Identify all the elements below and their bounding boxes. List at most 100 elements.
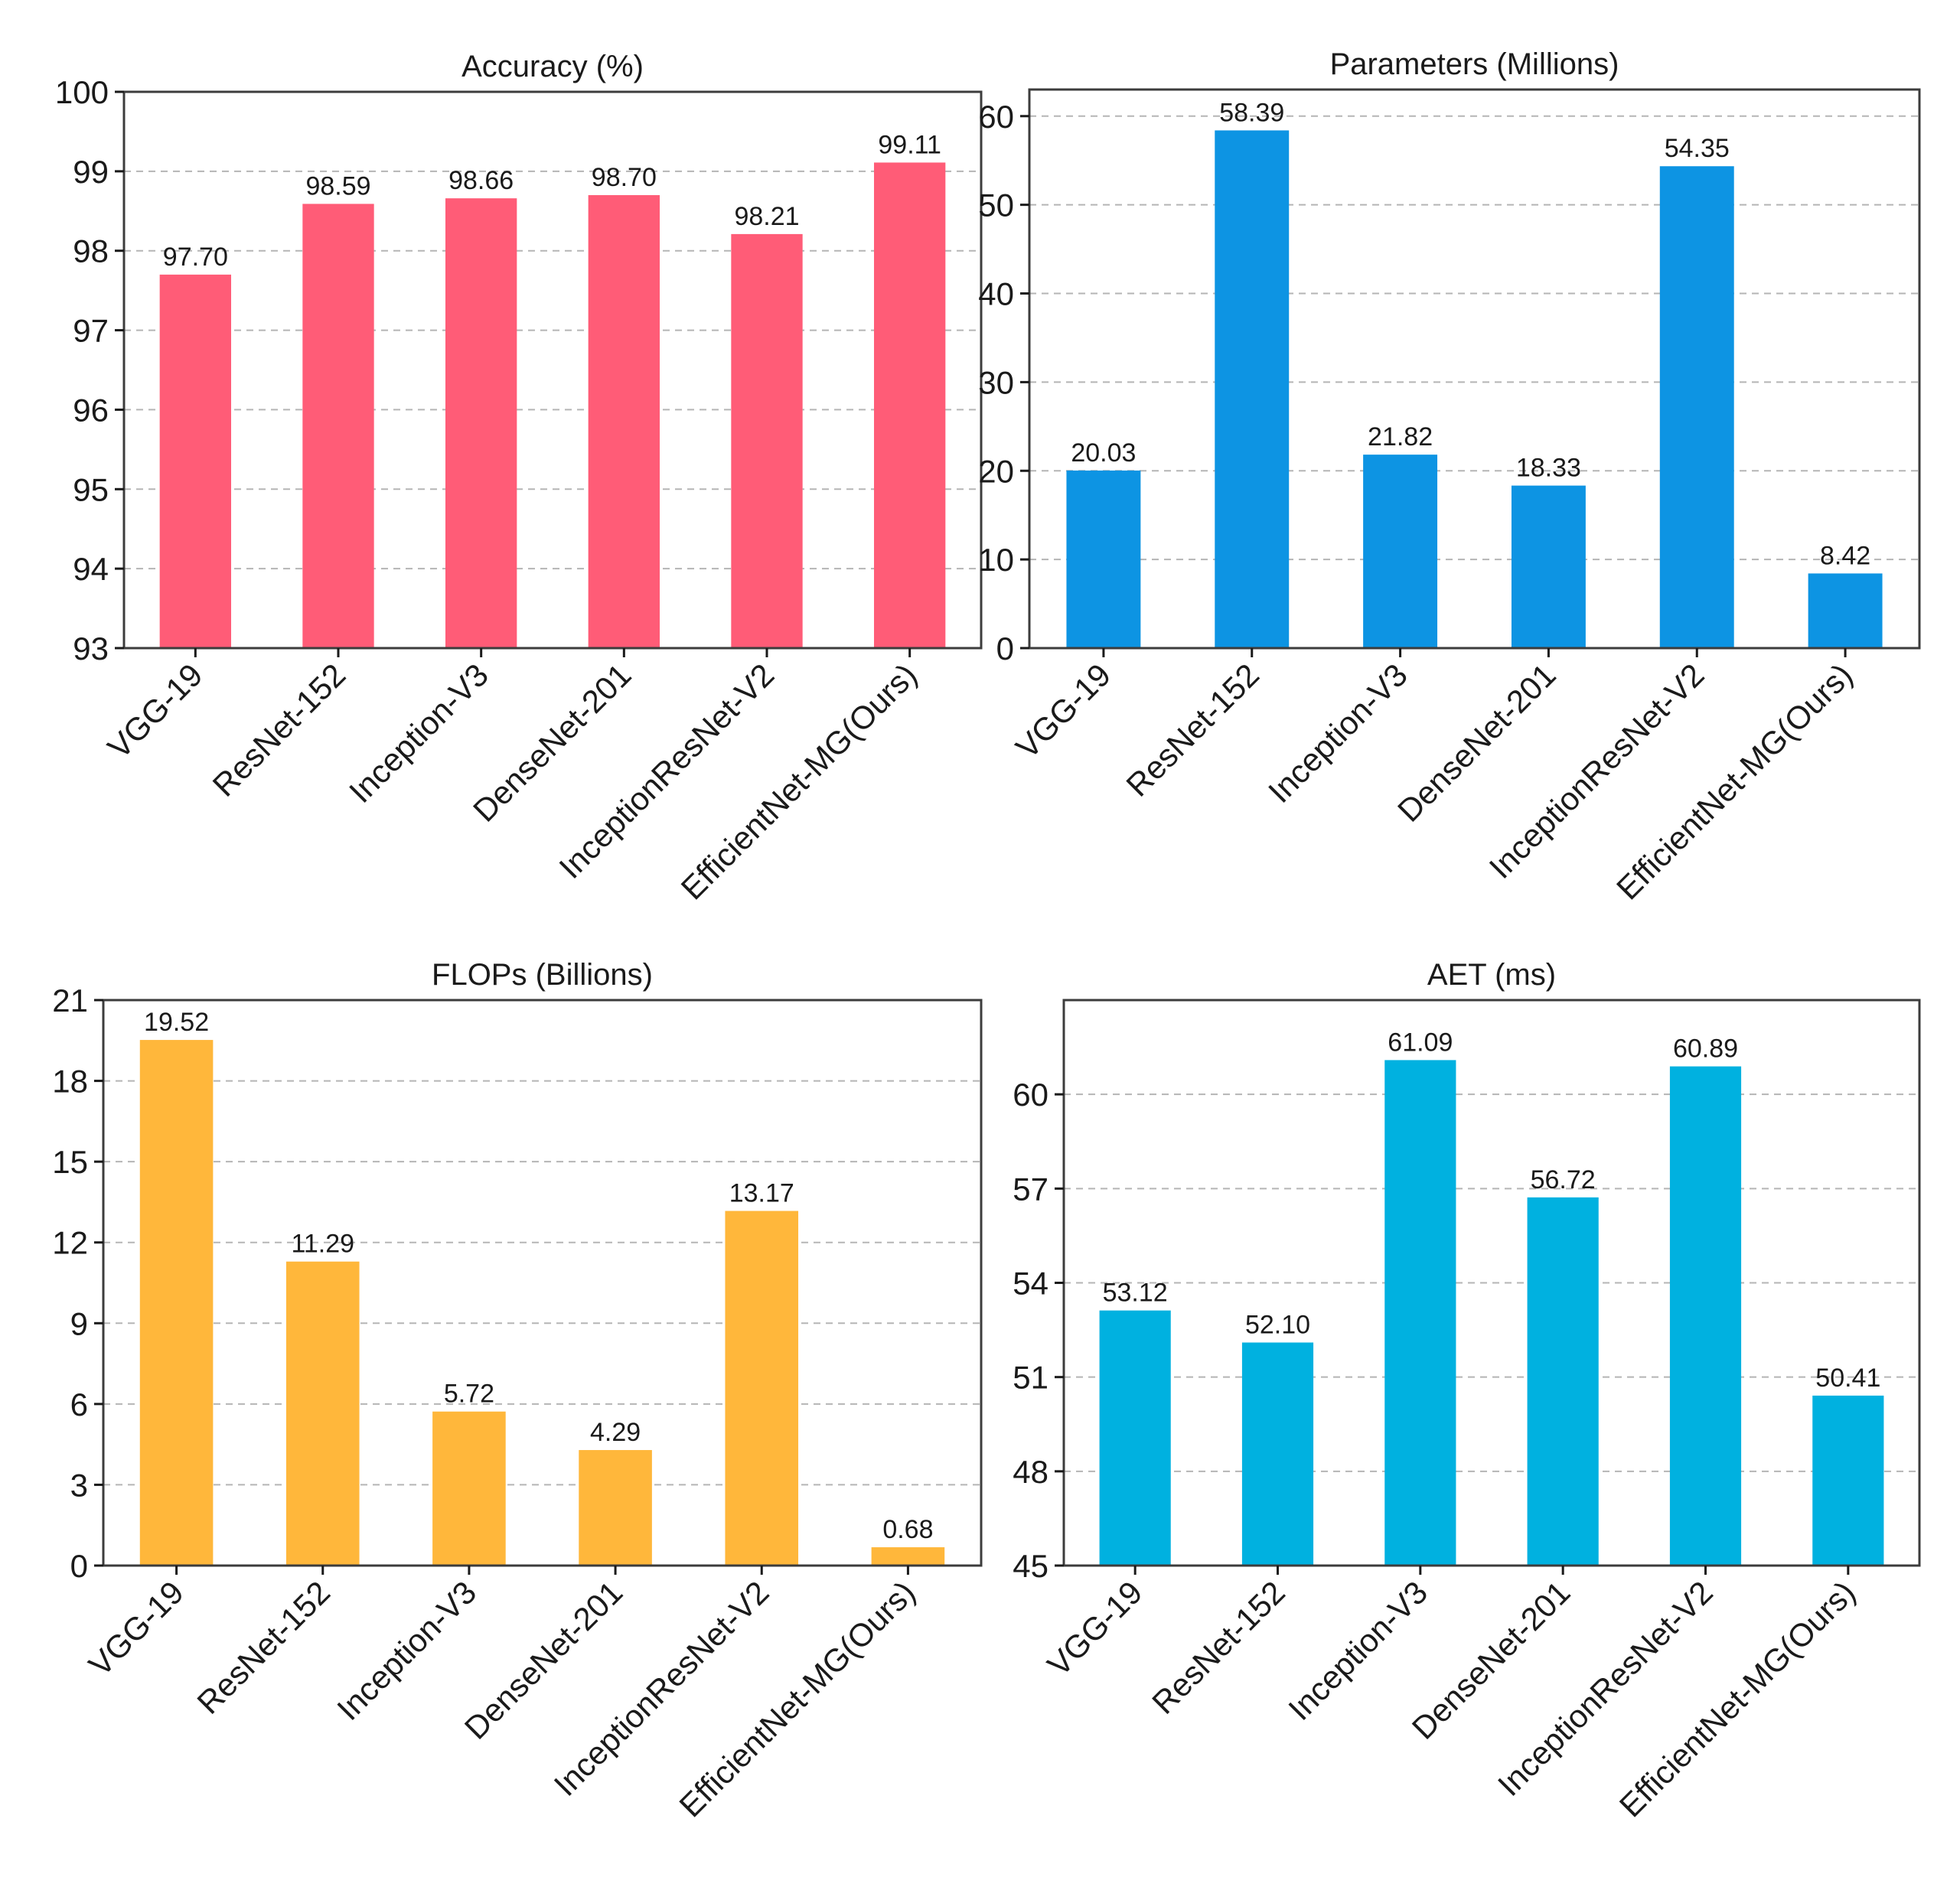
- chart-title: Parameters (Millions): [1330, 47, 1619, 81]
- y-tick-label: 12: [52, 1225, 88, 1261]
- y-tick-label: 96: [73, 392, 109, 428]
- y-tick-label: 15: [52, 1144, 88, 1180]
- plot-frame: [1028, 88, 1921, 650]
- bar-efficientnet-mg-ours: [874, 162, 946, 648]
- y-tick-label: 54: [1013, 1266, 1048, 1302]
- y-tick-label: 0: [996, 631, 1014, 666]
- bar-value-label: 58.39: [1219, 98, 1284, 127]
- bar-value-label: 5.72: [444, 1380, 494, 1409]
- y-tick-label: 60: [978, 99, 1014, 135]
- bar-resnet-152: [285, 1261, 360, 1566]
- bar-vgg-19: [1099, 1310, 1171, 1566]
- y-tick-label: 40: [978, 276, 1014, 312]
- bar-densenet-201: [1527, 1197, 1599, 1566]
- y-tick-label: 50: [978, 187, 1014, 223]
- x-tick-label-densenet-201: DenseNet-201: [1391, 657, 1563, 829]
- bar-value-label: 21.82: [1368, 422, 1433, 451]
- bar-inception-v3: [432, 1411, 506, 1566]
- y-tick-label: 0: [70, 1548, 88, 1584]
- y-tick-label: 20: [978, 453, 1014, 489]
- y-tick-label: 21: [52, 982, 88, 1018]
- bar-value-label: 0.68: [882, 1515, 933, 1544]
- plot-frame: [122, 90, 983, 650]
- x-tick-label-efficientnet-mg-ours: EfficientNet-MG(Ours): [672, 1574, 921, 1823]
- x-tick-label-efficientnet-mg-ours: EfficientNet-MG(Ours): [1613, 1574, 1862, 1823]
- x-tick-label-inception-v3: Inception-V3: [342, 657, 495, 810]
- bar-value-label: 54.35: [1665, 134, 1730, 163]
- bar-value-label: 53.12: [1103, 1279, 1168, 1308]
- bar-inception-v3: [445, 198, 517, 648]
- chart-panel-2: 20.03 58.39 21.82 18.33 54.35 8.42 0 10 20 30 40 50…: [978, 47, 1921, 907]
- bar-value-label: 61.09: [1388, 1028, 1453, 1057]
- x-tick-label-resnet-152: ResNet-152: [190, 1574, 337, 1721]
- x-tick-label-vgg-19: VGG-19: [1040, 1574, 1149, 1683]
- bar-resnet-152: [1215, 130, 1290, 648]
- bar-vgg-19: [139, 1040, 214, 1566]
- x-tick-label-efficientnet-mg-ours: EfficientNet-MG(Ours): [674, 657, 924, 906]
- y-tick-label: 60: [1013, 1077, 1048, 1113]
- x-tick-label-vgg-19: VGG-19: [1009, 657, 1117, 765]
- chart-title: Accuracy (%): [461, 50, 644, 83]
- y-tick-label: 95: [73, 471, 109, 507]
- bar-resnet-152: [302, 204, 374, 648]
- bar-inceptionresnet-v2: [1669, 1066, 1742, 1566]
- chart-panel-3: 19.52 11.29 5.72 4.29 13.17 0.68 0 3 6 9 12 15 18 21 V…: [52, 958, 983, 1824]
- bar-value-label: 11.29: [291, 1230, 354, 1259]
- y-tick-label: 57: [1013, 1171, 1048, 1207]
- bar-value-label: 98.21: [734, 202, 799, 231]
- y-tick-label: 51: [1013, 1360, 1048, 1396]
- y-tick-label: 3: [70, 1467, 88, 1503]
- x-tick-label-inception-v3: Inception-V3: [1261, 657, 1414, 810]
- bar-value-label: 98.66: [448, 166, 514, 195]
- bar-value-label: 13.17: [729, 1179, 794, 1208]
- y-tick-label: 9: [70, 1305, 88, 1341]
- bar-resnet-152: [1241, 1342, 1314, 1566]
- y-tick-label: 94: [73, 551, 109, 587]
- bar-value-label: 98.59: [305, 171, 370, 200]
- x-tick-label-resnet-152: ResNet-152: [206, 657, 353, 803]
- y-tick-label: 10: [978, 542, 1014, 578]
- bar-vgg-19: [159, 274, 231, 648]
- bar-value-label: 99.11: [878, 130, 941, 159]
- bar-vgg-19: [1066, 470, 1141, 648]
- bar-value-label: 97.70: [163, 243, 228, 272]
- bar-inceptionresnet-v2: [1659, 166, 1734, 648]
- x-tick-label-efficientnet-mg-ours: EfficientNet-MG(Ours): [1609, 657, 1859, 906]
- bar-value-label: 19.52: [144, 1008, 209, 1037]
- y-tick-label: 98: [73, 233, 109, 269]
- bar-value-label: 56.72: [1531, 1165, 1596, 1194]
- y-tick-label: 45: [1013, 1548, 1048, 1584]
- bar-value-label: 4.29: [590, 1418, 641, 1447]
- bar-densenet-201: [1511, 485, 1586, 648]
- bar-value-label: 52.10: [1245, 1311, 1310, 1340]
- y-tick-label: 48: [1013, 1454, 1048, 1490]
- x-tick-label-vgg-19: VGG-19: [101, 657, 210, 765]
- bar-inceptionresnet-v2: [731, 233, 803, 648]
- bar-inceptionresnet-v2: [725, 1211, 799, 1566]
- chart-title: AET (ms): [1427, 958, 1556, 992]
- bar-value-label: 50.41: [1815, 1364, 1880, 1393]
- bar-value-label: 98.70: [592, 163, 657, 192]
- bar-value-label: 8.42: [1820, 541, 1870, 570]
- bar-densenet-201: [588, 195, 660, 648]
- bar-value-label: 18.33: [1516, 454, 1581, 483]
- plot-frame: [102, 999, 983, 1567]
- y-tick-label: 100: [55, 74, 109, 110]
- y-tick-label: 97: [73, 313, 109, 349]
- x-tick-label-inception-v3: Inception-V3: [1281, 1574, 1434, 1727]
- bar-efficientnet-mg-ours: [871, 1547, 945, 1566]
- chart-title: FLOPs (Billions): [432, 958, 653, 992]
- bar-value-label: 60.89: [1673, 1035, 1738, 1064]
- y-tick-label: 93: [73, 631, 109, 666]
- x-tick-label-vgg-19: VGG-19: [82, 1574, 191, 1683]
- y-tick-label: 30: [978, 364, 1014, 400]
- y-tick-label: 99: [73, 154, 109, 190]
- bar-densenet-201: [579, 1450, 652, 1566]
- bar-inception-v3: [1363, 455, 1438, 648]
- chart-panel-4: 53.12 52.10 61.09 56.72 60.89 50.41 45 48 51 54 57…: [1013, 958, 1921, 1824]
- y-tick-label: 18: [52, 1064, 88, 1100]
- bar-value-label: 20.03: [1071, 438, 1136, 468]
- bar-efficientnet-mg-ours: [1812, 1395, 1884, 1566]
- bar-inception-v3: [1384, 1060, 1456, 1566]
